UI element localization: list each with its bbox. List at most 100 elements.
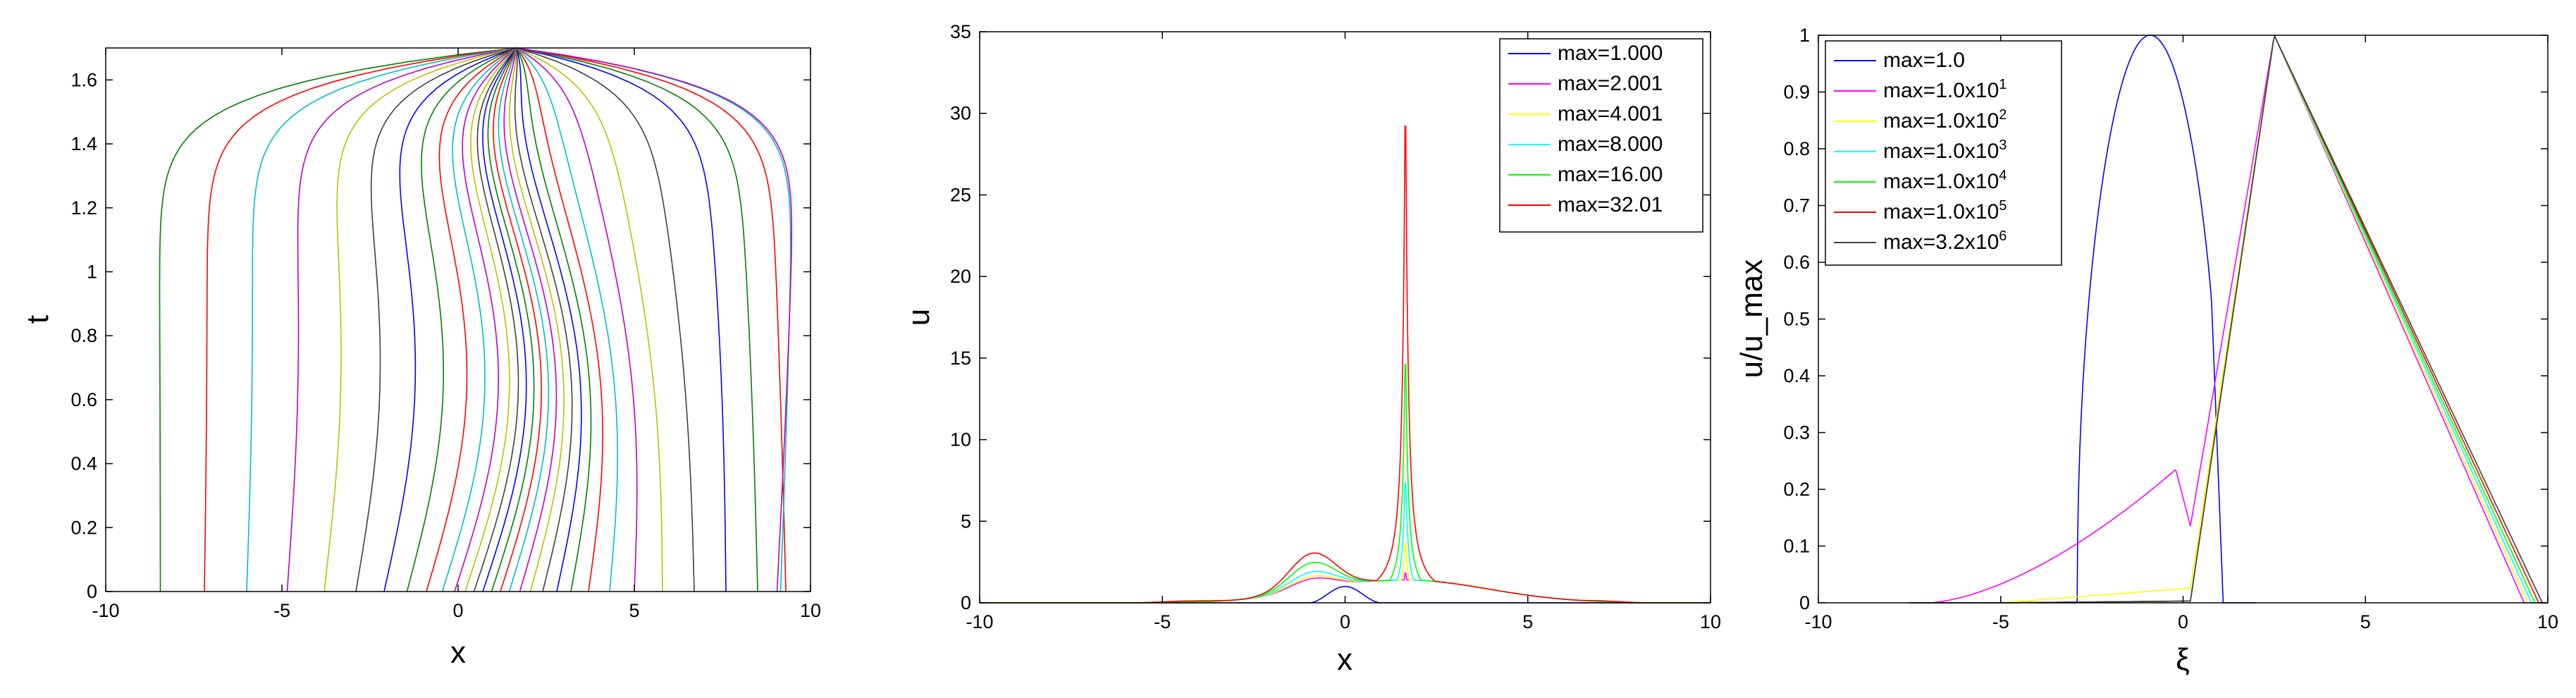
ytick-label: 0.2 <box>1783 479 1810 500</box>
legend-entry-exponent: 3 <box>1999 137 2007 153</box>
characteristics-panel: -10 -5 0 5 10 0 0.2 0.4 0.6 0.8 1 1.2 1.4 1.6 x t <box>20 47 821 670</box>
ytick-label: 25 <box>950 184 971 205</box>
characteristic-line <box>516 47 727 592</box>
panel3-legend-box <box>1825 40 2062 266</box>
legend-entry: max=4.001 <box>1558 102 1663 125</box>
characteristic-line <box>515 47 592 592</box>
characteristic-line <box>286 47 517 592</box>
xtick-label: -5 <box>1992 611 2009 632</box>
xtick-label: 0 <box>1340 611 1350 632</box>
characteristic-line <box>503 47 557 592</box>
ytick-label: 0 <box>961 592 971 613</box>
legend-entry: max=1.0x102 <box>1883 107 2007 133</box>
ytick-label: 30 <box>950 103 971 124</box>
ytick-label: 1 <box>1799 25 1810 46</box>
characteristic-line <box>516 47 638 592</box>
legend-entry: max=8.000 <box>1558 133 1663 156</box>
characteristic-line <box>464 47 517 592</box>
ytick-label: 0.4 <box>1783 365 1810 386</box>
panel2-ylabel: u <box>901 309 936 326</box>
legend-entry: max=2.001 <box>1558 72 1663 95</box>
xtick-label: -10 <box>966 611 993 632</box>
characteristic-line <box>515 47 618 592</box>
ytick-label: 0.8 <box>1783 138 1810 159</box>
legend-entry-base: max=1.0 <box>1883 49 1965 72</box>
xtick-label: 10 <box>1700 611 1721 632</box>
xtick-label: 5 <box>2360 611 2371 632</box>
characteristic-line <box>441 47 517 592</box>
ytick-label: 15 <box>950 348 971 369</box>
ytick-label: 10 <box>950 429 971 451</box>
legend-entry: max=16.00 <box>1558 163 1663 186</box>
characteristic-line <box>454 47 517 592</box>
panel1-ticks: -10 -5 0 5 10 0 0.2 0.4 0.6 0.8 1 1.2 1.4 1.6 <box>70 48 821 621</box>
characteristic-line <box>482 47 527 592</box>
characteristic-line <box>516 47 793 592</box>
panel2-legend: max=1.000 max=2.001 max=4.001 max=8.000 max=… <box>1499 38 1703 233</box>
characteristic-line <box>406 47 517 592</box>
legend-entry-base: max=1.0x10 <box>1883 79 1999 102</box>
legend-entry: max=1.0x103 <box>1883 137 2007 163</box>
legend-entry-exponent: 1 <box>1999 77 2007 92</box>
xtick-label: 5 <box>629 600 639 621</box>
ytick-label: 0 <box>87 581 97 602</box>
xtick-label: -5 <box>273 600 290 621</box>
panel3-ylabel: u/u_max <box>1734 259 1769 379</box>
legend-entry-exponent: 5 <box>1999 198 2007 214</box>
legend-entry-base: max=1.0x10 <box>1883 109 1999 133</box>
panel2-legend-box <box>1499 38 1703 233</box>
ytick-label: 0.1 <box>1783 536 1810 557</box>
xtick-label: 10 <box>800 600 821 621</box>
ytick-label: 1 <box>87 261 97 282</box>
legend-entry: max=32.01 <box>1558 193 1663 216</box>
ytick-label: 0.4 <box>70 453 97 474</box>
panel2-ticks: -10 -5 0 5 10 0 5 10 15 20 25 30 35 <box>950 21 1721 632</box>
characteristic-line <box>473 47 519 592</box>
legend-entry-base: max=1.0x10 <box>1883 170 1999 193</box>
xtick-label: 0 <box>2178 611 2188 632</box>
legend-entry-exponent: 2 <box>1999 107 2007 123</box>
legend-entry-exponent: 4 <box>1999 168 2007 183</box>
panel3-xlabel: ξ <box>2176 642 2190 677</box>
characteristic-line <box>516 47 758 592</box>
characteristic-line <box>493 47 542 592</box>
legend-entry: max=1.0x105 <box>1883 198 2007 224</box>
xtick-label: -5 <box>1154 611 1171 632</box>
panel3-ticks: -10 -5 0 5 10 0 0.1 0.2 0.3 0.4 0.5 0.6 0.7 0.8 0.9 1 <box>1783 25 2558 632</box>
characteristic-line <box>514 47 573 592</box>
characteristic-line <box>498 47 550 592</box>
characteristic-line <box>323 47 517 592</box>
ytick-label: 1.6 <box>70 69 97 90</box>
legend-entry: max=3.2x106 <box>1883 228 2007 254</box>
ytick-label: 0.2 <box>70 517 97 538</box>
ytick-label: 1.4 <box>70 133 97 154</box>
characteristic-line <box>515 47 582 592</box>
panel1-xlabel: x <box>450 635 466 670</box>
panel3-legend: max=1.0max=1.0x101max=1.0x102max=1.0x103… <box>1825 40 2062 266</box>
legend-entry-base: max=3.2x10 <box>1883 231 1999 254</box>
characteristic-curves <box>159 47 793 592</box>
characteristic-line <box>383 47 517 592</box>
xtick-label: 10 <box>2537 611 2558 632</box>
ytick-label: 35 <box>950 21 971 42</box>
legend-entry-base: max=1.0x10 <box>1883 140 1999 163</box>
ytick-label: 0 <box>1799 592 1810 613</box>
panel2-xlabel: x <box>1337 642 1352 677</box>
normalized-line <box>1909 34 2548 604</box>
xtick-label: 5 <box>1522 611 1533 632</box>
ytick-label: 0.3 <box>1783 422 1810 443</box>
ytick-label: 1.2 <box>70 197 97 219</box>
ytick-label: 0.5 <box>1783 309 1810 330</box>
characteristic-line <box>516 47 663 592</box>
characteristic-line <box>426 47 517 592</box>
characteristic-line <box>516 47 695 592</box>
characteristic-line <box>246 47 517 592</box>
legend-entry: max=1.0x104 <box>1883 168 2007 193</box>
characteristic-line <box>509 47 565 592</box>
characteristic-line <box>159 47 517 592</box>
characteristic-line <box>515 47 604 592</box>
normalized-panel: -10 -5 0 5 10 0 0.1 0.2 0.3 0.4 0.5 0.6 0.7 0.8 0.9 1 ξ… <box>1734 25 2558 677</box>
ytick-label: 0.6 <box>1783 252 1810 273</box>
